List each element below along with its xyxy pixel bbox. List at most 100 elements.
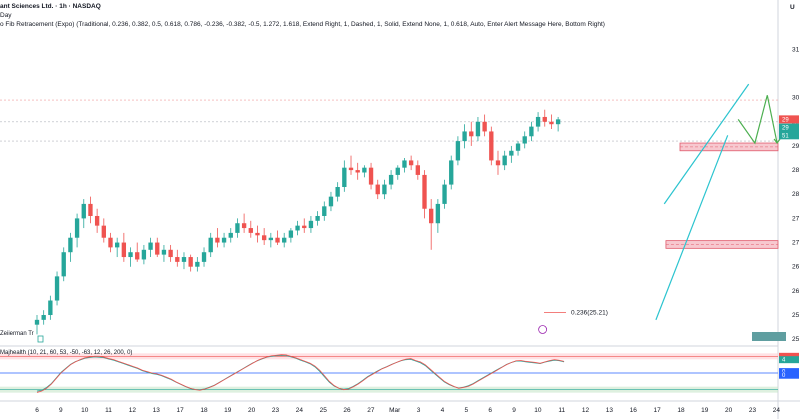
candle [135,242,140,262]
x-tick-label: 27 [367,407,375,414]
candle-body [422,174,427,209]
candle-body [509,150,514,156]
candle [235,218,240,238]
candle [415,160,420,180]
candle [455,136,461,166]
candle [328,191,334,212]
candle-body [315,215,320,221]
candle [241,213,247,233]
candle-body [128,252,133,258]
candle [221,232,227,248]
candle-body [495,160,501,166]
candle-body [108,237,113,248]
x-tick-label: 24 [773,407,781,414]
candle-body [402,160,407,168]
projection-arrowhead [773,138,781,145]
candle [128,247,133,267]
candle-body [208,237,213,253]
x-tick-label: 13 [606,407,614,414]
candle-body [155,242,160,255]
candle-body [215,237,220,243]
x-tick-label: 11 [558,407,565,414]
candle-body [308,220,314,229]
candle-body [469,131,474,137]
candle [48,295,53,320]
chart-title: ant Sciences Ltd. · 1h · NASDAQ [0,3,101,10]
candle [108,232,113,253]
candle-body [515,143,521,151]
majhealth-label: Majhealth (10, 21, 60, 53, -50, -63, 12,… [0,350,133,356]
y-tick-label: 25 [792,312,800,319]
candle-body [168,249,173,258]
candle [115,237,120,258]
candle [121,232,127,262]
x-tick-label: 5 [464,407,468,414]
candle [495,150,501,175]
candle-body [295,225,300,231]
candle [81,199,86,229]
candle [268,232,274,248]
y-tick-label: 27 [792,240,800,247]
candle [522,131,527,149]
x-tick-label: 16 [630,407,638,414]
candle [195,257,200,272]
candle-body [482,121,487,132]
candle [248,220,253,238]
candle-body [34,319,40,325]
candle [462,124,467,149]
y-tick-label: 29 [792,143,800,150]
candle [315,211,320,226]
x-tick-label: 10 [534,407,542,414]
candle [549,114,554,130]
candle [288,228,294,243]
candle [442,179,447,209]
candle-body [462,131,467,142]
candle [469,121,474,146]
candle-body [282,237,287,243]
x-tick-label: Mar [389,407,401,414]
candle-body [135,252,140,260]
osc-tag-label: 4 [782,358,786,364]
candle-body [248,228,253,233]
candle-body [362,167,367,173]
candle-body [535,116,541,127]
candle [54,271,60,306]
candle [342,160,347,192]
y-tick-label: 25 [792,336,800,343]
candle-body [241,223,247,229]
candle [215,228,220,248]
candle [201,247,207,267]
candle-body [415,165,420,175]
candle-body [148,242,153,250]
candle [275,230,280,245]
x-tick-label: 11 [105,407,112,414]
candle-body [181,257,187,262]
candle [61,247,66,282]
x-tick-label: 18 [200,407,208,414]
zeiierman-box [752,332,786,341]
y-tick-label: 26 [792,264,800,271]
candle-body [48,300,53,316]
candle [435,199,441,233]
candle [94,208,100,233]
candle-body [255,232,260,236]
candle [255,225,260,243]
candle-body [268,237,274,241]
x-tick-label: 3 [417,407,421,414]
candle [388,170,394,190]
y-tick-label: 31 [792,46,800,53]
candle-body [41,315,46,320]
candle-body [175,257,180,262]
candle [208,232,213,258]
candle-body [188,257,193,267]
candle-body [74,218,80,238]
price-tag-label: 29 [782,117,789,123]
y-tick-label: 28 [792,191,800,198]
candle-body [542,116,547,122]
price-zone [679,142,779,152]
candle-body [328,196,334,207]
price-tag-label: 29 [782,126,789,132]
x-tick-label: 20 [248,407,256,414]
